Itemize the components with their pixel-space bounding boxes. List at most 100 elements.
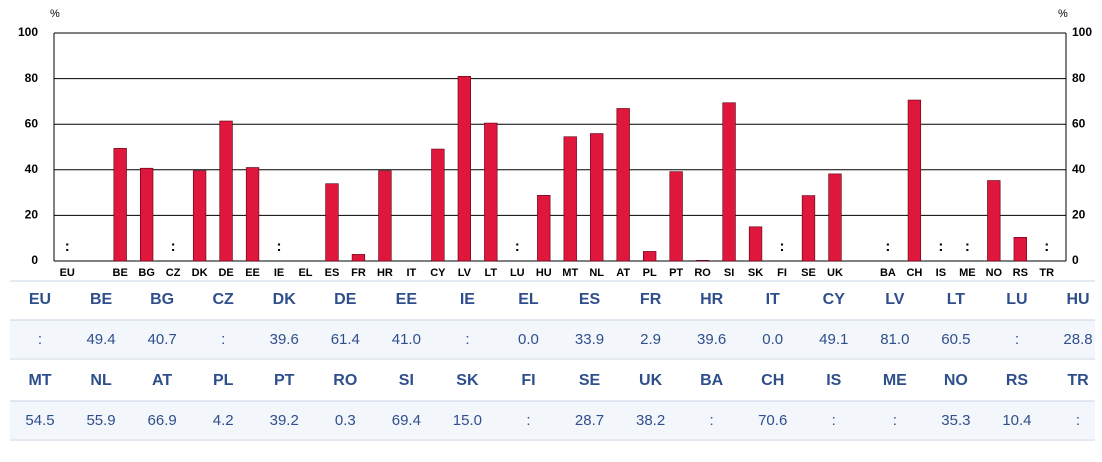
- x-tick-label: PL: [643, 267, 657, 279]
- missing-marker: :: [515, 238, 520, 255]
- bar: [563, 136, 577, 262]
- table-value: :: [221, 331, 225, 348]
- table-value: 2.9: [640, 331, 661, 348]
- table-header: RO: [333, 372, 357, 389]
- table-value: 28.7: [575, 412, 604, 429]
- bar: [113, 148, 127, 262]
- table-header: BA: [700, 372, 724, 389]
- missing-marker: :: [885, 238, 890, 255]
- x-tick-label: AT: [616, 267, 630, 279]
- bar: [245, 167, 260, 262]
- bar: [669, 171, 683, 262]
- unit-label: %: [50, 8, 60, 20]
- table-header: AT: [152, 372, 172, 389]
- table-value: 54.5: [25, 412, 54, 429]
- x-tick-label: FR: [351, 267, 366, 279]
- bar: [140, 167, 154, 262]
- table-value: 49.1: [819, 331, 848, 348]
- x-tick-label: ES: [325, 267, 340, 279]
- table-value: 35.3: [941, 412, 970, 429]
- unit-label: %: [1058, 8, 1068, 20]
- x-tick-label: NL: [589, 267, 604, 279]
- table-value: 40.7: [148, 331, 177, 348]
- x-tick-label: HR: [377, 267, 393, 279]
- y-tick-label: 40: [25, 162, 39, 176]
- x-tick-label: BG: [138, 267, 155, 279]
- x-tick-label: BA: [880, 267, 896, 279]
- bar: [828, 173, 842, 262]
- x-tick-label: CZ: [166, 267, 181, 279]
- x-tick-label: NO: [986, 267, 1003, 279]
- y2-tick-label: 40: [1072, 162, 1086, 176]
- table-header: IT: [766, 291, 780, 308]
- table-value: :: [38, 331, 42, 348]
- x-tick-label: EE: [245, 267, 260, 279]
- bar: [378, 170, 392, 262]
- table-value: :: [1015, 331, 1019, 348]
- x-tick-label: IE: [274, 267, 284, 279]
- table-header: DE: [334, 291, 357, 308]
- table-header: LU: [1006, 291, 1027, 308]
- bar: [643, 251, 657, 262]
- y-tick-label: 0: [31, 253, 38, 267]
- table-value: 0.3: [335, 412, 356, 429]
- table-header: HU: [1066, 291, 1089, 308]
- table-header: RS: [1006, 372, 1029, 389]
- table-value: 15.0: [453, 412, 482, 429]
- bar: [748, 226, 763, 262]
- bar: [987, 180, 1001, 262]
- table-header: EU: [29, 291, 51, 308]
- x-tick-label: LV: [458, 267, 472, 279]
- x-tick-label: LT: [485, 267, 498, 279]
- table-value: 55.9: [86, 412, 115, 429]
- table-value: 33.9: [575, 331, 604, 348]
- missing-marker: :: [277, 238, 282, 255]
- table-value: 28.8: [1063, 331, 1092, 348]
- x-tick-label: TR: [1039, 267, 1054, 279]
- x-tick-label: LU: [510, 267, 525, 279]
- missing-marker: :: [65, 238, 70, 255]
- bar: [907, 99, 922, 262]
- table-header: TR: [1067, 372, 1089, 389]
- table-value: 39.6: [270, 331, 299, 348]
- x-tick-label: RO: [694, 267, 711, 279]
- bar: [351, 254, 366, 262]
- table-header: UK: [639, 372, 663, 389]
- x-tick-label: CH: [906, 267, 922, 279]
- table-header: NO: [944, 372, 968, 389]
- x-tick-label: UK: [827, 267, 843, 279]
- table-header: PT: [274, 372, 295, 389]
- x-tick-label: SK: [748, 267, 763, 279]
- table-header: IS: [826, 372, 841, 389]
- table-header: FR: [640, 291, 662, 308]
- table-header: FI: [521, 372, 535, 389]
- table-value: 49.4: [86, 331, 115, 348]
- y-tick-label: 80: [25, 71, 39, 85]
- x-tick-label: HU: [536, 267, 552, 279]
- bar: [722, 102, 736, 262]
- x-tick-label: ME: [959, 267, 976, 279]
- x-tick-label: FI: [777, 267, 787, 279]
- table-header: BG: [150, 291, 174, 308]
- table-header: EE: [396, 291, 418, 308]
- table-header: BE: [90, 291, 113, 308]
- table-value: 61.4: [331, 331, 360, 348]
- y2-tick-label: 0: [1072, 253, 1079, 267]
- table-value: 0.0: [762, 331, 783, 348]
- x-tick-label: RS: [1013, 267, 1028, 279]
- missing-marker: :: [171, 238, 176, 255]
- missing-marker: :: [1044, 238, 1049, 255]
- bar: [695, 260, 710, 262]
- missing-marker: :: [938, 238, 943, 255]
- x-tick-label: DK: [192, 267, 208, 279]
- table-value: :: [710, 412, 714, 429]
- x-tick-label: IS: [936, 267, 946, 279]
- table-header: IE: [460, 291, 475, 308]
- bar: [616, 108, 630, 262]
- table-value: 41.0: [392, 331, 421, 348]
- table-value: 39.2: [270, 412, 299, 429]
- x-tick-label: EU: [60, 267, 75, 279]
- table-header: CY: [823, 291, 846, 308]
- table-value: :: [526, 412, 530, 429]
